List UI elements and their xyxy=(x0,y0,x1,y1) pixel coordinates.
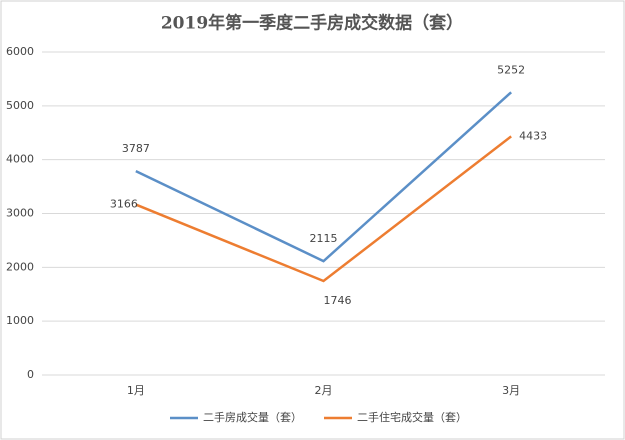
data-label: 2115 xyxy=(310,232,338,245)
x-tick-label: 3月 xyxy=(502,384,520,397)
data-label: 4433 xyxy=(519,129,547,142)
y-tick-label: 3000 xyxy=(6,207,34,220)
y-tick-label: 5000 xyxy=(6,99,34,112)
y-tick-label: 1000 xyxy=(6,314,34,327)
data-label: 1746 xyxy=(324,294,352,307)
series-line xyxy=(135,135,512,283)
y-tick-label: 0 xyxy=(27,368,34,381)
x-tick-label: 1月 xyxy=(127,384,145,397)
y-tick-label: 2000 xyxy=(6,260,34,273)
legend-label: 二手住宅成交量（套） xyxy=(357,410,467,424)
y-tick-label: 6000 xyxy=(6,45,34,58)
data-label: 5252 xyxy=(497,63,525,76)
legend-label: 二手房成交量（套） xyxy=(203,410,302,424)
data-label: 3166 xyxy=(110,198,138,211)
chart-title: 2019年第一季度二手房成交数据（套） xyxy=(161,13,463,34)
series-line xyxy=(135,91,513,263)
y-tick-label: 4000 xyxy=(6,153,34,166)
x-tick-label: 2月 xyxy=(315,384,333,397)
data-label: 3787 xyxy=(122,142,150,155)
